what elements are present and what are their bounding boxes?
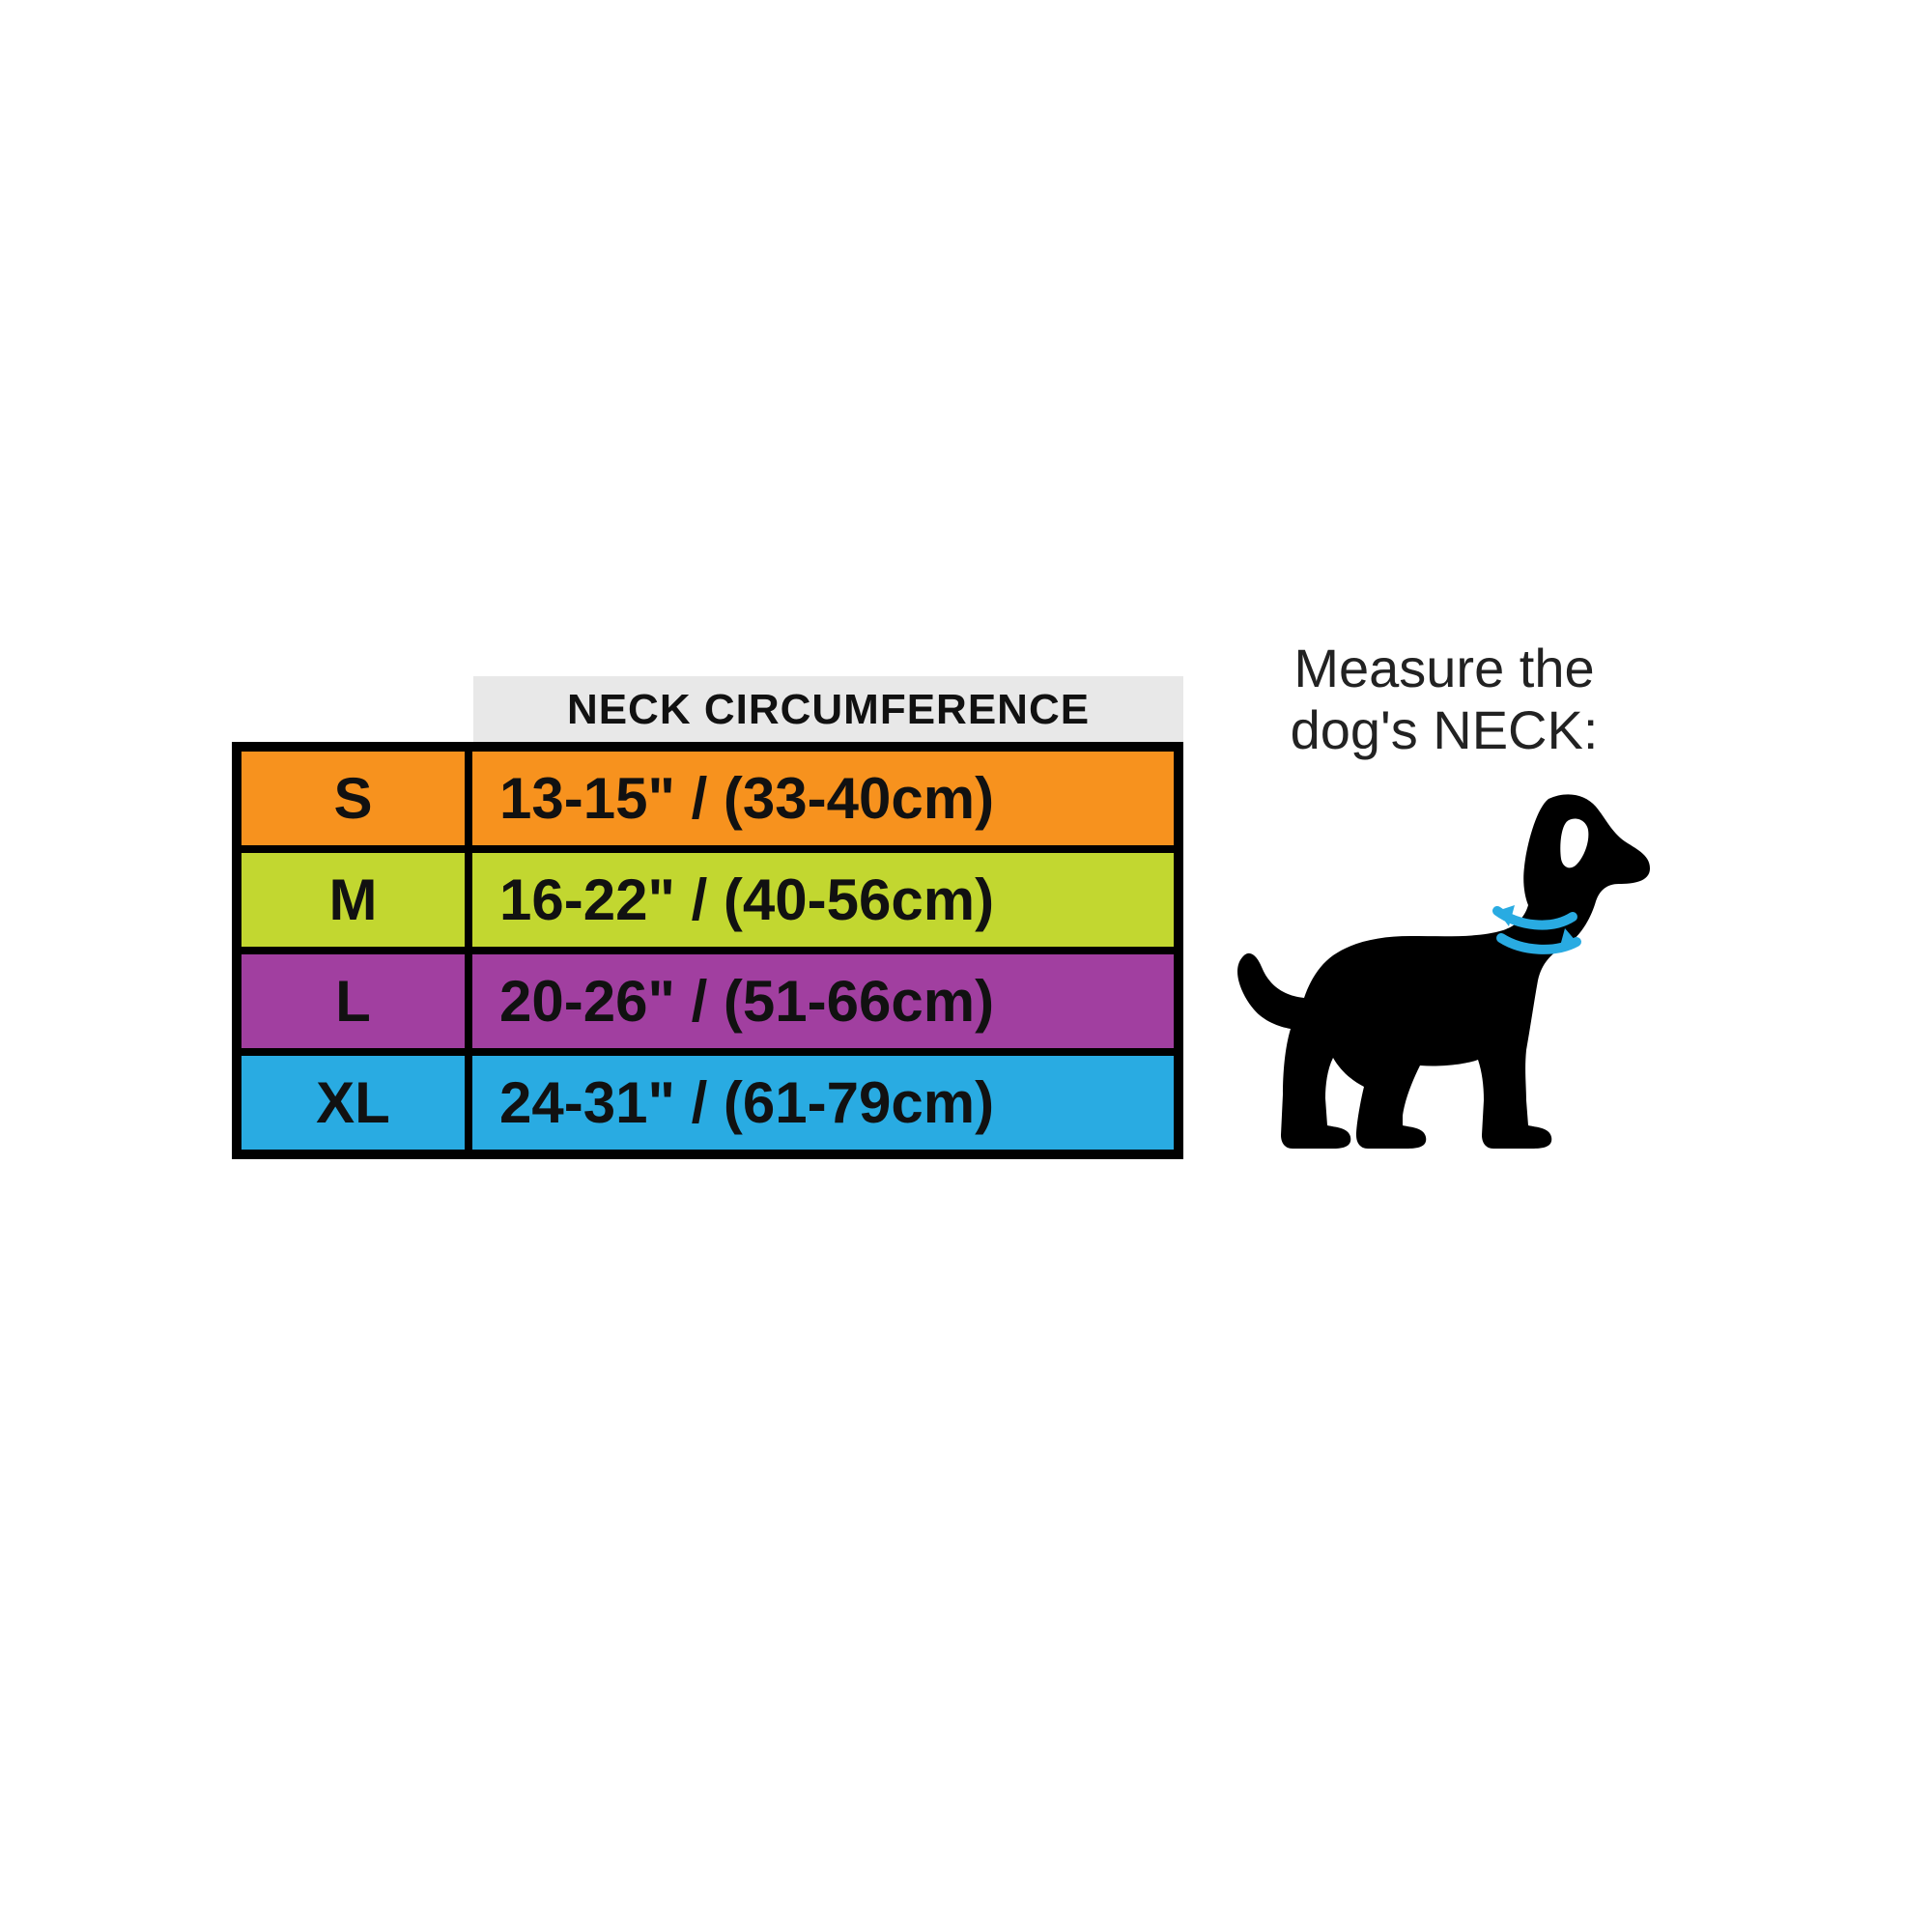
size-label: M	[237, 849, 469, 951]
table-row: L20-26" / (51-66cm)	[237, 951, 1179, 1052]
table-wrap: NECK CIRCUMFERENCE S13-15" / (33-40cm)M1…	[232, 676, 1183, 1159]
table-header: NECK CIRCUMFERENCE	[473, 676, 1183, 742]
dog-icon	[1236, 781, 1652, 1168]
instruction-line1: Measure the	[1293, 638, 1594, 698]
size-range: 20-26" / (51-66cm)	[469, 951, 1179, 1052]
size-range: 13-15" / (33-40cm)	[469, 747, 1179, 849]
size-label: L	[237, 951, 469, 1052]
sizing-chart: NECK CIRCUMFERENCE S13-15" / (33-40cm)M1…	[232, 676, 1666, 1168]
table-row: XL24-31" / (61-79cm)	[237, 1052, 1179, 1154]
instruction-panel: Measure the dog's NECK:	[1222, 638, 1666, 1168]
size-table: S13-15" / (33-40cm)M16-22" / (40-56cm)L2…	[232, 742, 1183, 1159]
size-range: 24-31" / (61-79cm)	[469, 1052, 1179, 1154]
instruction-line2: dog's NECK:	[1291, 699, 1599, 760]
size-label: S	[237, 747, 469, 849]
table-row: M16-22" / (40-56cm)	[237, 849, 1179, 951]
instruction-text: Measure the dog's NECK:	[1291, 638, 1599, 762]
table-row: S13-15" / (33-40cm)	[237, 747, 1179, 849]
size-label: XL	[237, 1052, 469, 1154]
dog-silhouette	[1237, 794, 1650, 1149]
size-range: 16-22" / (40-56cm)	[469, 849, 1179, 951]
